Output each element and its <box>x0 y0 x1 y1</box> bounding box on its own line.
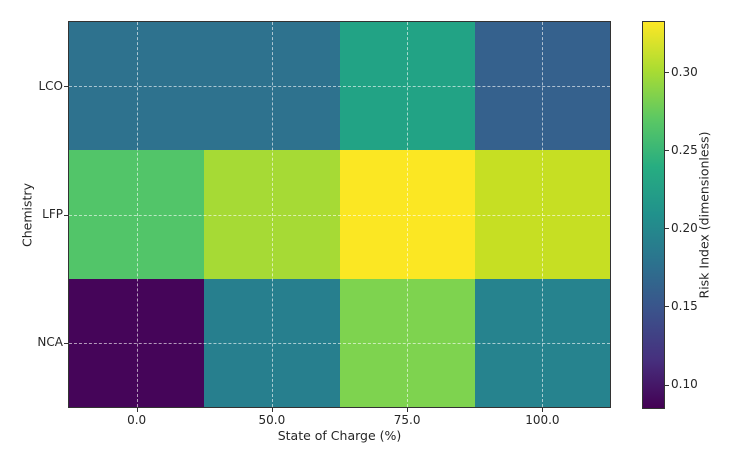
colorbar-tick-mark <box>665 228 669 230</box>
x-tick-label: 75.0 <box>393 413 421 427</box>
colorbar-tick-mark <box>665 150 669 152</box>
y-tick-mark <box>64 342 68 344</box>
colorbar-tick-label: 0.10 <box>671 377 698 392</box>
colorbar-tick-label: 0.20 <box>671 220 698 235</box>
colorbar-gradient <box>642 21 665 409</box>
y-tick-label: NCA <box>37 335 63 350</box>
colorbar-tick-mark <box>665 72 669 73</box>
y-tick-mark <box>64 86 68 88</box>
y-tick-mark <box>64 214 68 216</box>
colorbar-tick-mark <box>665 384 669 386</box>
gridline <box>69 342 610 344</box>
plot-area <box>68 21 611 408</box>
colorbar-tick-mark <box>665 306 669 308</box>
x-tick-label: 100.0 <box>525 413 560 427</box>
x-tick-mark <box>136 408 138 412</box>
gridline <box>69 214 610 216</box>
gridline <box>542 22 544 407</box>
y-tick-label: LCO <box>38 78 63 93</box>
x-axis-label: State of Charge (%) <box>277 428 402 443</box>
x-tick-mark <box>407 408 409 412</box>
gridline <box>69 86 610 88</box>
gridline <box>136 22 138 407</box>
colorbar-tick-label: 0.25 <box>671 142 698 157</box>
colorbar-tick-label: 0.30 <box>671 64 698 79</box>
y-tick-label: LFP <box>42 207 63 221</box>
gridline <box>271 22 273 407</box>
x-tick-mark <box>271 408 273 412</box>
x-tick-label: 50.0 <box>258 413 286 427</box>
x-tick-mark <box>542 408 544 412</box>
gridline <box>407 22 409 407</box>
x-tick-label: 0.0 <box>127 413 147 427</box>
colorbar-tick-label: 0.15 <box>671 298 698 313</box>
